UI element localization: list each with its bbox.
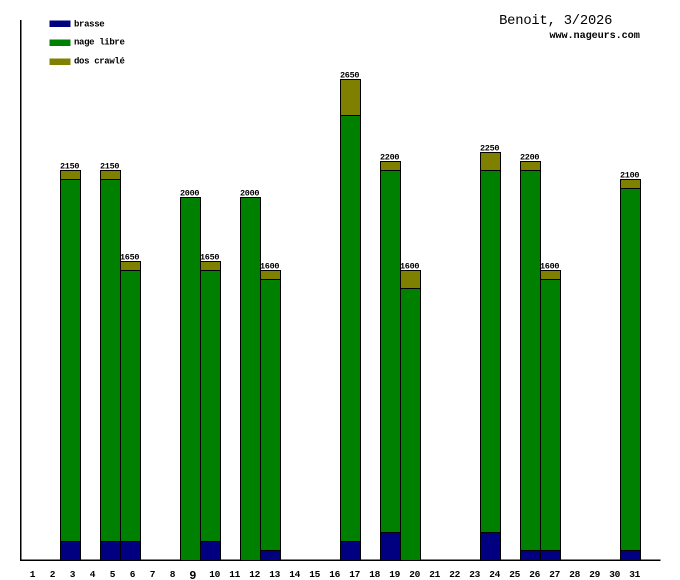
svg-text:25: 25 bbox=[509, 569, 520, 580]
svg-text:2250: 2250 bbox=[480, 143, 499, 153]
svg-text:9: 9 bbox=[189, 569, 196, 580]
svg-text:5: 5 bbox=[110, 569, 116, 580]
svg-text:15: 15 bbox=[309, 569, 320, 580]
svg-text:14: 14 bbox=[289, 569, 300, 580]
svg-text:3: 3 bbox=[70, 569, 76, 580]
svg-text:2200: 2200 bbox=[380, 152, 399, 162]
svg-text:1: 1 bbox=[30, 569, 36, 580]
svg-text:29: 29 bbox=[589, 569, 600, 580]
svg-text:11: 11 bbox=[229, 569, 240, 580]
svg-text:2000: 2000 bbox=[180, 188, 199, 198]
svg-text:1650: 1650 bbox=[120, 252, 139, 262]
svg-text:20: 20 bbox=[409, 569, 420, 580]
svg-text:4: 4 bbox=[90, 569, 96, 580]
svg-text:17: 17 bbox=[349, 569, 360, 580]
svg-text:12: 12 bbox=[249, 569, 260, 580]
svg-text:22: 22 bbox=[449, 569, 460, 580]
svg-text:6: 6 bbox=[130, 569, 136, 580]
svg-text:1600: 1600 bbox=[540, 261, 559, 271]
svg-text:2: 2 bbox=[50, 569, 56, 580]
svg-text:1650: 1650 bbox=[200, 252, 219, 262]
svg-text:28: 28 bbox=[569, 569, 580, 580]
svg-text:2000: 2000 bbox=[240, 188, 259, 198]
svg-text:2200: 2200 bbox=[520, 152, 539, 162]
svg-text:23: 23 bbox=[469, 569, 480, 580]
svg-text:8: 8 bbox=[170, 569, 176, 580]
svg-text:16: 16 bbox=[329, 569, 340, 580]
svg-text:21: 21 bbox=[429, 569, 440, 580]
svg-text:27: 27 bbox=[549, 569, 560, 580]
svg-text:1600: 1600 bbox=[400, 261, 419, 271]
svg-text:7: 7 bbox=[150, 569, 156, 580]
svg-text:30: 30 bbox=[609, 569, 620, 580]
svg-text:nage libre: nage libre bbox=[74, 38, 125, 48]
svg-text:dos crawlé: dos crawlé bbox=[74, 57, 125, 67]
svg-text:19: 19 bbox=[389, 569, 400, 580]
svg-text:1600: 1600 bbox=[260, 261, 279, 271]
svg-text:26: 26 bbox=[529, 569, 540, 580]
svg-text:13: 13 bbox=[269, 569, 280, 580]
svg-text:www.nageurs.com: www.nageurs.com bbox=[550, 31, 640, 42]
svg-text:2150: 2150 bbox=[100, 161, 119, 171]
svg-text:2100: 2100 bbox=[620, 170, 639, 180]
svg-text:brasse: brasse bbox=[74, 20, 104, 30]
svg-text:24: 24 bbox=[489, 569, 500, 580]
svg-text:18: 18 bbox=[369, 569, 380, 580]
svg-text:31: 31 bbox=[629, 569, 640, 580]
svg-text:10: 10 bbox=[209, 569, 220, 580]
svg-text:2150: 2150 bbox=[60, 161, 79, 171]
svg-text:2650: 2650 bbox=[340, 70, 359, 80]
svg-text:Benoit, 3/2026: Benoit, 3/2026 bbox=[499, 13, 612, 29]
